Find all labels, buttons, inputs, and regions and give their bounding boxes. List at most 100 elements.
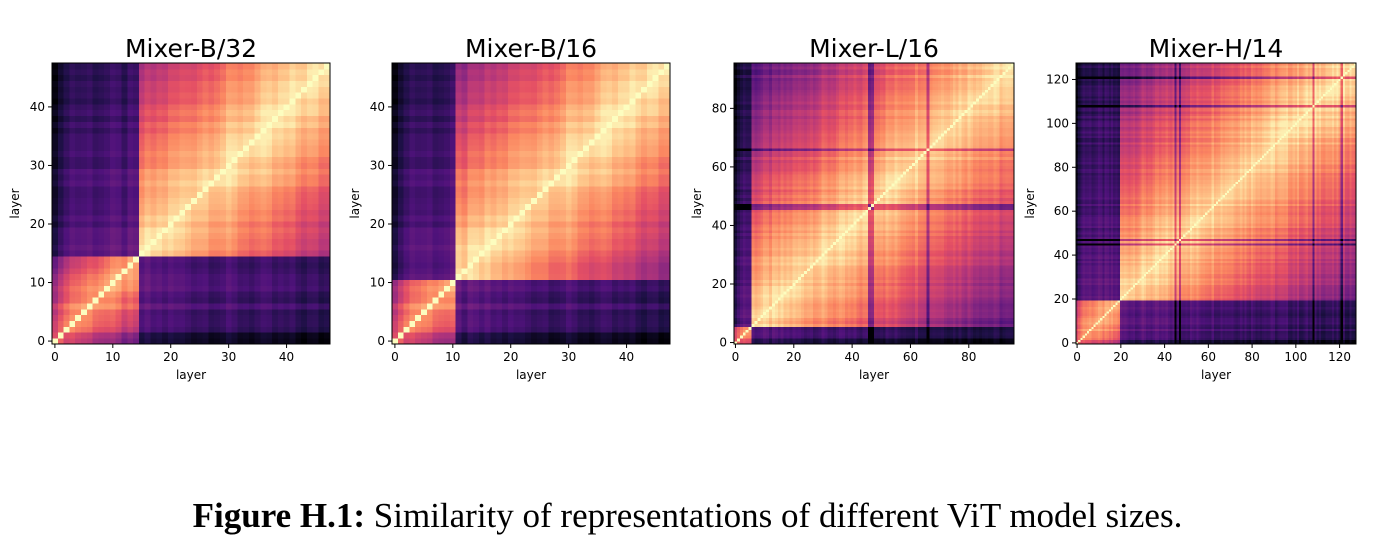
heatmap-cell <box>743 306 746 309</box>
heatmap-cell <box>595 86 601 92</box>
heatmap-cell <box>647 326 653 332</box>
heatmap-cell <box>664 321 670 327</box>
heatmap-cell <box>595 291 601 297</box>
heatmap-cell <box>81 174 87 180</box>
heatmap-cell <box>601 285 607 291</box>
heatmap-cell <box>284 285 290 291</box>
heatmap-cell <box>433 209 439 215</box>
heatmap-cell <box>139 274 145 280</box>
heatmap-cell <box>324 116 330 122</box>
heatmap-cell <box>295 233 301 239</box>
heatmap-cell <box>266 145 272 151</box>
heatmap-cell <box>624 250 630 256</box>
heatmap-cell <box>450 303 456 309</box>
heatmap-cell <box>87 338 93 344</box>
heatmap-cell <box>496 326 502 332</box>
heatmap-cell <box>87 215 93 221</box>
heatmap-cell <box>433 86 439 92</box>
heatmap-cell <box>548 186 554 192</box>
heatmap-cell <box>58 151 64 157</box>
heatmap-cell <box>740 233 743 236</box>
heatmap-cell <box>421 180 427 186</box>
heatmap-cell <box>168 303 174 309</box>
heatmap-cell <box>313 250 319 256</box>
heatmap-cell <box>214 262 220 268</box>
heatmap-cell <box>514 221 520 227</box>
heatmap-cell <box>444 204 450 210</box>
heatmap-cell <box>104 291 110 297</box>
heatmap-cell <box>208 262 214 268</box>
heatmap-cell <box>318 174 324 180</box>
heatmap-cell <box>601 122 607 128</box>
heatmap-cell <box>133 291 139 297</box>
heatmap-cell <box>618 127 624 133</box>
heatmap-cell <box>133 250 139 256</box>
heatmap-cell <box>278 221 284 227</box>
heatmap-cell <box>289 69 295 75</box>
heatmap-cell <box>450 133 456 139</box>
heatmap-cell <box>560 239 566 245</box>
heatmap-cell <box>156 227 162 233</box>
heatmap-cell <box>324 262 330 268</box>
heatmap-cell <box>415 215 421 221</box>
heatmap-cell <box>409 209 415 215</box>
heatmap-cell <box>249 133 255 139</box>
heatmap-cell <box>266 110 272 116</box>
heatmap-cell <box>87 81 93 87</box>
heatmap-cell <box>606 291 612 297</box>
heatmap-cell <box>601 321 607 327</box>
heatmap-cell <box>737 259 740 262</box>
heatmap-cell <box>139 116 145 122</box>
heatmap-cell <box>261 157 267 163</box>
heatmap-cell <box>261 227 267 233</box>
heatmap-cell <box>168 315 174 321</box>
heatmap-cell <box>197 338 203 344</box>
heatmap-cell <box>220 127 226 133</box>
heatmap-cell <box>635 256 641 262</box>
heatmap-cell <box>191 98 197 104</box>
heatmap-cell <box>595 209 601 215</box>
heatmap-cell <box>58 239 64 245</box>
heatmap-cell <box>284 239 290 245</box>
heatmap-cell <box>185 163 191 169</box>
heatmap-cell <box>93 209 99 215</box>
heatmap-cell <box>653 280 659 286</box>
heatmap-cell <box>272 116 278 122</box>
heatmap-cell <box>502 116 508 122</box>
heatmap-cell <box>577 186 583 192</box>
heatmap-cell <box>87 198 93 204</box>
heatmap-cell <box>647 250 653 256</box>
heatmap-cell <box>737 177 740 180</box>
heatmap-cell <box>156 186 162 192</box>
panel-title: Mixer-B/16 <box>465 34 597 63</box>
heatmap-cell <box>318 186 324 192</box>
heatmap-cell <box>133 133 139 139</box>
heatmap-cell <box>64 122 70 128</box>
heatmap-cell <box>554 104 560 110</box>
heatmap-cell <box>740 221 743 224</box>
heatmap-cell <box>58 139 64 145</box>
heatmap-cell <box>127 75 133 81</box>
heatmap-cell <box>307 274 313 280</box>
heatmap-cell <box>658 139 664 145</box>
heatmap-cell <box>93 297 99 303</box>
heatmap-cell <box>653 122 659 128</box>
heatmap-cell <box>249 127 255 133</box>
heatmap-cell <box>75 86 81 92</box>
heatmap-cell <box>295 209 301 215</box>
heatmap-cell <box>145 69 151 75</box>
heatmap-cell <box>307 332 313 338</box>
heatmap-cell <box>168 326 174 332</box>
heatmap-cell <box>502 239 508 245</box>
heatmap-cell <box>197 92 203 98</box>
heatmap-cell <box>740 236 743 239</box>
heatmap-cell <box>191 157 197 163</box>
heatmap-cell <box>444 338 450 344</box>
heatmap-cell <box>737 280 740 283</box>
heatmap-cell <box>197 127 203 133</box>
heatmap-cell <box>583 180 589 186</box>
heatmap-cell <box>278 268 284 274</box>
heatmap-cell <box>485 63 491 69</box>
heatmap-cell <box>284 81 290 87</box>
heatmap-cell <box>433 98 439 104</box>
